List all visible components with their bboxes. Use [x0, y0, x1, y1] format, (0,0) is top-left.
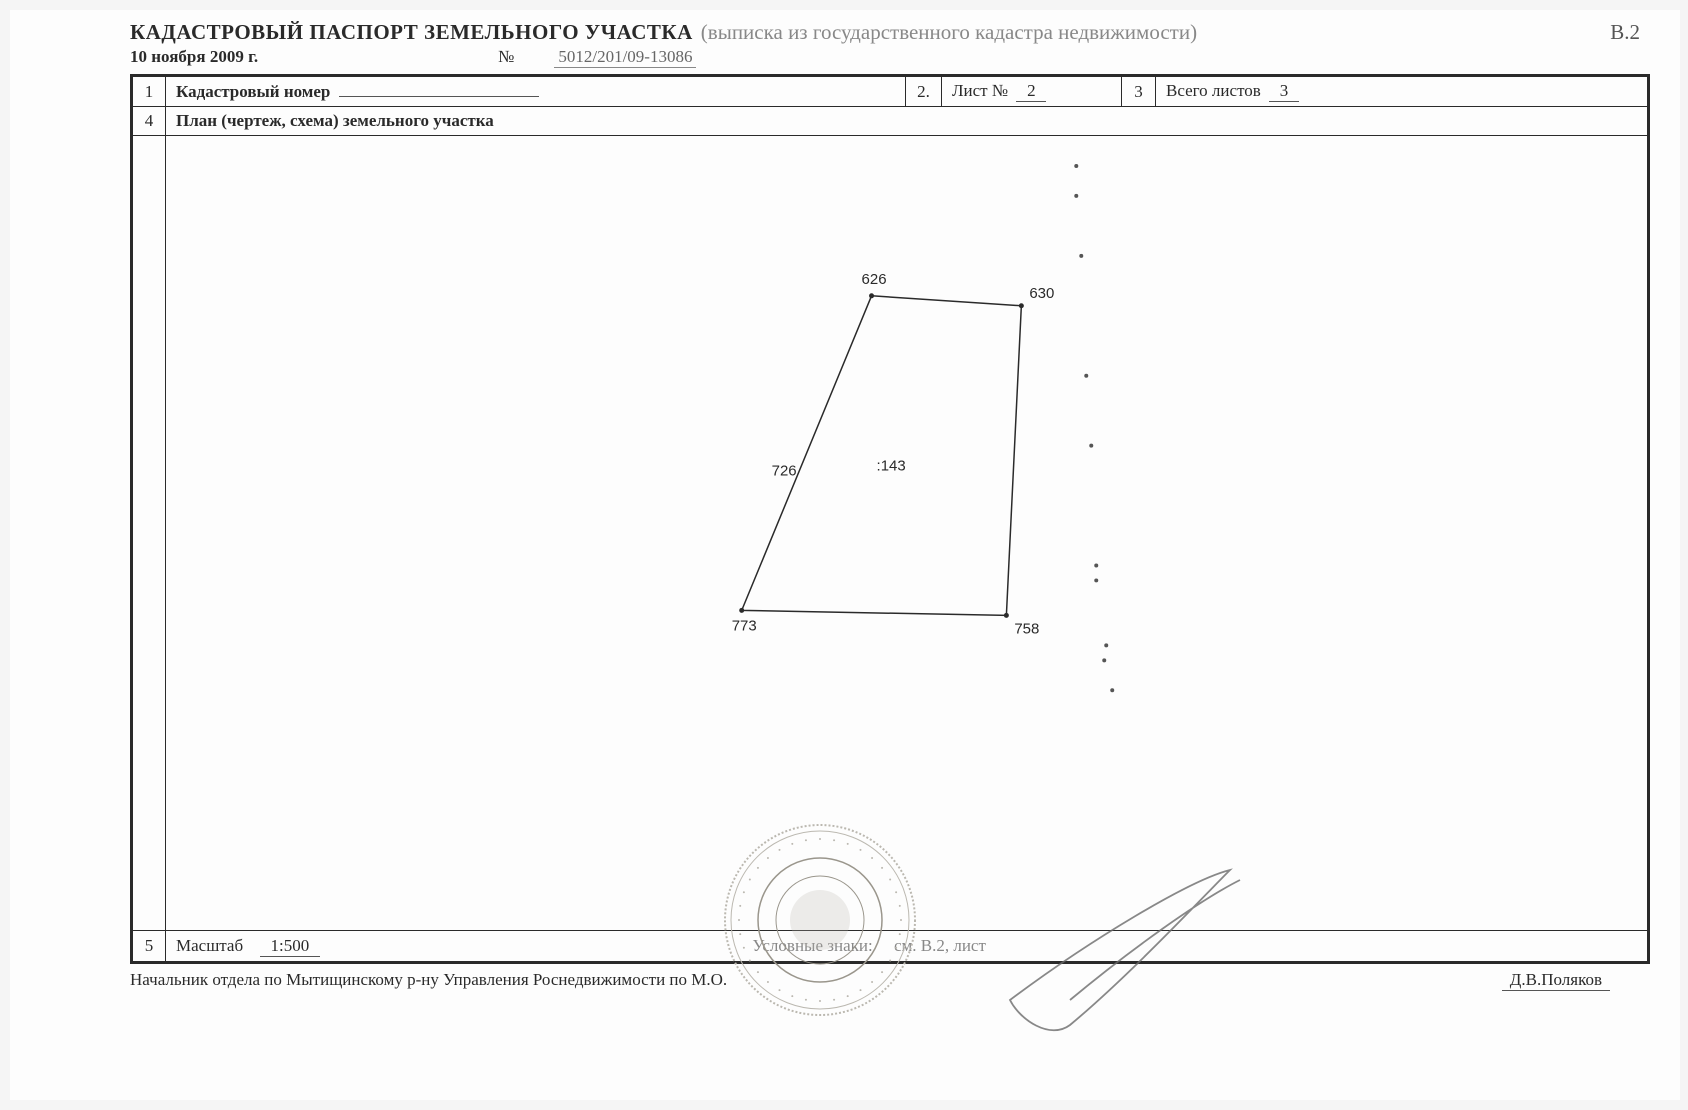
scale-value: 1:500 — [260, 936, 320, 957]
cell-4-num: 4 — [132, 107, 166, 136]
cadastral-number-field — [339, 96, 539, 97]
cell-5-content: Масштаб 1:500 Условные знаки: см. В.2, л… — [166, 931, 1649, 963]
table-row-header: 1 Кадастровый номер 2. Лист № 2 3 Всего … — [132, 76, 1649, 107]
sheet-number-label: Лист № — [952, 81, 1008, 100]
cell-4-label: План (чертеж, схема) земельного участка — [166, 107, 1649, 136]
table-row-plot: 626 630 758 773 726 :143 — [132, 136, 1649, 931]
cell-1-label: Кадастровый номер — [166, 76, 906, 107]
plot-diagram-cell: 626 630 758 773 726 :143 — [166, 136, 1649, 931]
plot-row-num-cell — [132, 136, 166, 931]
svg-text:773: 773 — [732, 617, 757, 634]
svg-text:630: 630 — [1029, 285, 1054, 302]
svg-text::143: :143 — [877, 458, 906, 475]
svg-text:626: 626 — [862, 271, 887, 288]
svg-text:758: 758 — [1014, 620, 1039, 637]
title-main: КАДАСТРОВЫЙ ПАСПОРТ ЗЕМЕЛЬНОГО УЧАСТКА — [130, 20, 693, 45]
document-subheader: 10 ноября 2009 г. № 5012/201/09-13086 — [130, 47, 1650, 68]
total-sheets-label: Всего листов — [1166, 81, 1261, 100]
cadastral-number-label: Кадастровый номер — [176, 82, 330, 101]
signatory-title: Начальник отдела по Мытищинскому р-ну Уп… — [130, 970, 727, 991]
scale-label: Масштаб — [176, 936, 243, 955]
document-footer: Начальник отдела по Мытищинскому р-ну Уп… — [130, 970, 1650, 991]
legend-label: Условные знаки: — [752, 936, 872, 955]
legend-note: см. В.2, лист — [894, 936, 986, 955]
svg-text:726: 726 — [772, 463, 797, 480]
doc-number-value: 5012/201/09-13086 — [554, 47, 696, 68]
cadastral-table: 1 Кадастровый номер 2. Лист № 2 3 Всего … — [130, 74, 1650, 964]
cell-2-num: 2. — [906, 76, 942, 107]
cell-2-content: Лист № 2 — [942, 76, 1122, 107]
cell-1-num: 1 — [132, 76, 166, 107]
sheet-number-value: 2 — [1016, 81, 1046, 102]
document-page: В.2 КАДАСТРОВЫЙ ПАСПОРТ ЗЕМЕЛЬНОГО УЧАСТ… — [10, 10, 1680, 1100]
table-row-plan-header: 4 План (чертеж, схема) земельного участк… — [132, 107, 1649, 136]
cell-5-num: 5 — [132, 931, 166, 963]
title-subtitle: (выписка из государственного кадастра не… — [701, 20, 1197, 45]
cell-3-num: 3 — [1122, 76, 1156, 107]
form-code: В.2 — [1610, 20, 1640, 45]
doc-number-label: № — [498, 47, 514, 67]
land-plot-diagram: 626 630 758 773 726 :143 — [166, 136, 1647, 925]
signatory-name: Д.В.Поляков — [1502, 970, 1610, 991]
total-sheets-value: 3 — [1269, 81, 1299, 102]
document-date: 10 ноября 2009 г. — [130, 47, 258, 67]
table-row-scale: 5 Масштаб 1:500 Условные знаки: см. В.2,… — [132, 931, 1649, 963]
document-title-row: КАДАСТРОВЫЙ ПАСПОРТ ЗЕМЕЛЬНОГО УЧАСТКА (… — [130, 20, 1650, 45]
cell-3-content: Всего листов 3 — [1156, 76, 1649, 107]
